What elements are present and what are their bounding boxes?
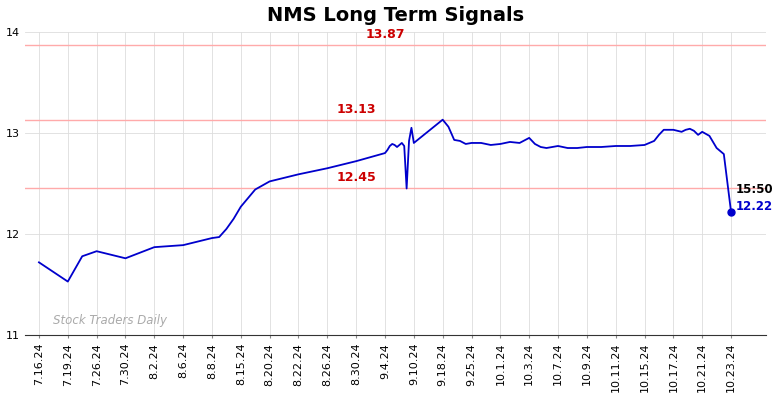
Text: 12.22: 12.22	[735, 200, 772, 213]
Title: NMS Long Term Signals: NMS Long Term Signals	[267, 6, 524, 25]
Text: 15:50: 15:50	[735, 183, 773, 196]
Text: 12.45: 12.45	[336, 172, 376, 184]
Text: 13.13: 13.13	[336, 103, 376, 116]
Text: 13.87: 13.87	[365, 28, 405, 41]
Text: Stock Traders Daily: Stock Traders Daily	[53, 314, 167, 327]
